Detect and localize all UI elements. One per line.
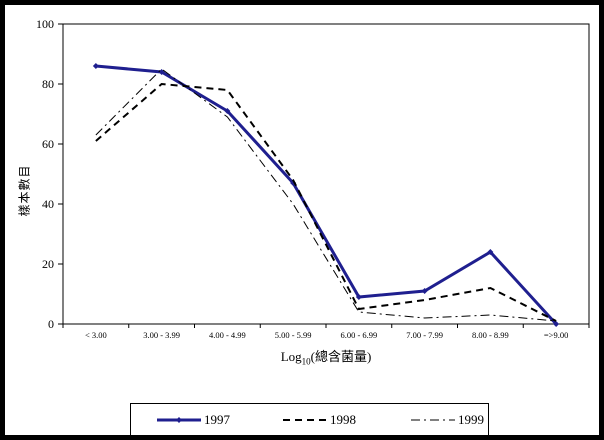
legend-item-1998: 1998 xyxy=(283,412,356,428)
legend-line-sample-1999 xyxy=(411,419,455,421)
x-tick-label: 4.00 - 4.99 xyxy=(208,330,246,340)
plot-border xyxy=(62,23,590,325)
y-tick-label: 80 xyxy=(42,77,54,91)
series-marker-1997 xyxy=(553,321,560,327)
x-tick-label: 3.00 - 3.99 xyxy=(143,330,181,340)
legend: 1997 1998 1999 xyxy=(130,403,489,439)
series-line-1999 xyxy=(95,68,557,322)
series-line-1997 xyxy=(95,64,558,326)
y-tick-label: 100 xyxy=(36,17,54,31)
y-tick-label: 60 xyxy=(42,137,54,151)
series-line-1998 xyxy=(95,82,557,322)
legend-line-sample-1997 xyxy=(157,417,201,423)
series-marker-1997 xyxy=(355,294,362,300)
x-tick-label: 7.00 - 7.99 xyxy=(406,330,444,340)
y-tick-label: 40 xyxy=(42,197,54,211)
series-marker-1997 xyxy=(92,63,99,69)
series-marker-1997 xyxy=(487,249,494,255)
y-axis-title: 樣本數目 xyxy=(17,164,32,217)
legend-label-1999: 1999 xyxy=(458,412,484,427)
x-axis-title-prefix: Log xyxy=(280,349,302,364)
x-tick-label: < 3.00 xyxy=(84,330,107,340)
x-tick-label: =>9.00 xyxy=(543,330,569,340)
x-tick-label: 6.00 - 6.99 xyxy=(340,330,378,340)
x-axis-title-subscript: 10 xyxy=(301,356,311,367)
x-tick-label: 8.00 - 8.99 xyxy=(471,330,509,340)
legend-label-1997: 1997 xyxy=(204,412,230,427)
series-marker-1997 xyxy=(421,288,428,294)
x-tick-label: 5.00 - 5.99 xyxy=(274,330,312,340)
legend-label-1998: 1998 xyxy=(330,412,356,427)
x-axis-title-suffix: (總含菌量) xyxy=(310,349,372,364)
legend-item-1997: 1997 xyxy=(157,412,230,428)
y-tick-label: 20 xyxy=(42,257,54,271)
y-tick-label: 0 xyxy=(48,317,54,331)
legend-item-1999: 1999 xyxy=(411,412,484,428)
x-axis-title: Log10(總含菌量) xyxy=(226,346,426,367)
series-marker-1997 xyxy=(224,108,231,114)
legend-line-sample-1998 xyxy=(283,419,327,421)
